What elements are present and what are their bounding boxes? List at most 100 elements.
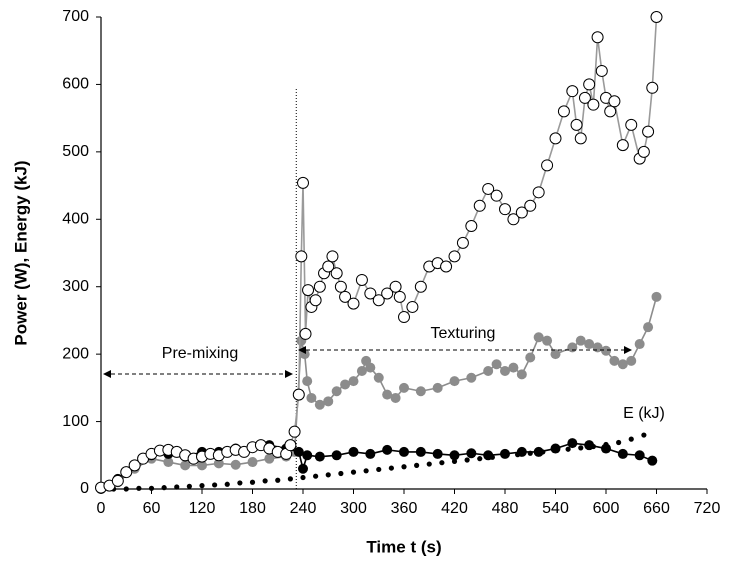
data-point	[299, 349, 310, 360]
data-point	[363, 468, 369, 474]
data-point	[601, 345, 611, 356]
data-point	[247, 457, 258, 468]
data-point	[637, 145, 650, 158]
data-point	[309, 294, 322, 307]
data-point	[574, 132, 587, 145]
data-point	[382, 444, 393, 455]
data-point	[426, 461, 432, 467]
y-tick-label: 700	[62, 8, 89, 25]
data-point	[647, 455, 658, 466]
data-point	[448, 250, 461, 263]
data-point	[604, 105, 617, 118]
data-point	[306, 392, 317, 403]
data-point	[331, 450, 342, 461]
data-point	[197, 460, 207, 471]
data-point	[295, 250, 308, 263]
data-point	[136, 485, 142, 491]
data-point	[549, 132, 562, 145]
data-point	[180, 460, 191, 471]
data-point	[302, 284, 315, 297]
data-point	[646, 81, 659, 94]
data-point	[628, 436, 634, 442]
data-point	[399, 382, 409, 393]
data-point	[120, 466, 133, 479]
data-point	[355, 273, 368, 286]
data-point	[567, 342, 578, 353]
data-point	[174, 484, 180, 490]
x-tick-label: 480	[492, 500, 519, 517]
data-point	[591, 31, 604, 44]
data-point	[500, 448, 510, 459]
data-point	[373, 372, 384, 383]
data-point	[365, 448, 376, 459]
data-point	[347, 297, 360, 310]
data-point	[533, 332, 544, 343]
data-point	[382, 389, 393, 400]
data-point	[128, 459, 141, 472]
data-point	[123, 486, 129, 492]
y-tick-label: 300	[62, 278, 89, 295]
data-point	[288, 425, 301, 438]
data-point	[339, 290, 352, 303]
data-point	[414, 462, 420, 468]
data-point	[473, 199, 486, 212]
data-point	[440, 260, 453, 273]
data-point	[464, 457, 470, 463]
data-point	[213, 458, 224, 469]
x-tick-label: 360	[391, 500, 418, 517]
data-point	[626, 355, 637, 366]
data-point	[356, 366, 367, 376]
data-point	[186, 483, 192, 489]
data-point	[566, 85, 579, 98]
data-point	[348, 446, 359, 457]
y-tick-label: 600	[62, 76, 89, 93]
data-point	[550, 349, 561, 360]
data-point	[313, 473, 319, 479]
data-point	[389, 280, 402, 293]
data-point	[249, 479, 256, 485]
data-point	[515, 206, 528, 219]
data-point	[163, 457, 174, 468]
x-tick-label: 300	[340, 500, 367, 517]
data-point	[300, 474, 306, 481]
data-point	[483, 366, 494, 376]
x-tick-label: 0	[97, 500, 106, 517]
x-axis-title: Time t (s)	[366, 537, 441, 556]
data-point	[508, 362, 519, 373]
data-point	[542, 335, 553, 346]
data-point	[302, 376, 313, 387]
data-point	[287, 476, 293, 482]
data-point	[634, 450, 645, 461]
data-point	[299, 327, 312, 340]
data-point	[212, 482, 218, 488]
data-point	[199, 483, 205, 489]
data-point	[557, 105, 570, 118]
data-point	[340, 379, 351, 390]
annotation: Pre-mixing	[162, 345, 238, 362]
y-tick-label: 200	[62, 345, 89, 362]
data-point	[643, 322, 654, 333]
data-point	[401, 464, 407, 470]
data-point	[634, 339, 645, 350]
data-point	[483, 450, 494, 461]
data-point	[390, 392, 401, 403]
data-point	[449, 450, 460, 461]
x-tick-label: 720	[694, 500, 721, 517]
data-point	[393, 290, 406, 303]
data-point	[491, 359, 502, 370]
x-tick-label: 660	[643, 500, 670, 517]
data-point	[609, 355, 620, 366]
x-tick-label: 180	[239, 500, 266, 517]
x-tick-label: 420	[441, 500, 468, 517]
data-point	[406, 300, 419, 313]
data-point	[466, 448, 477, 459]
data-point	[302, 450, 313, 461]
x-tick-label: 540	[542, 500, 569, 517]
annotation: E (kJ)	[623, 405, 665, 422]
y-tick-label: 100	[62, 413, 89, 430]
data-point	[338, 470, 344, 477]
data-point	[298, 463, 308, 474]
x-tick-label: 600	[593, 500, 620, 517]
data-point	[477, 456, 483, 462]
